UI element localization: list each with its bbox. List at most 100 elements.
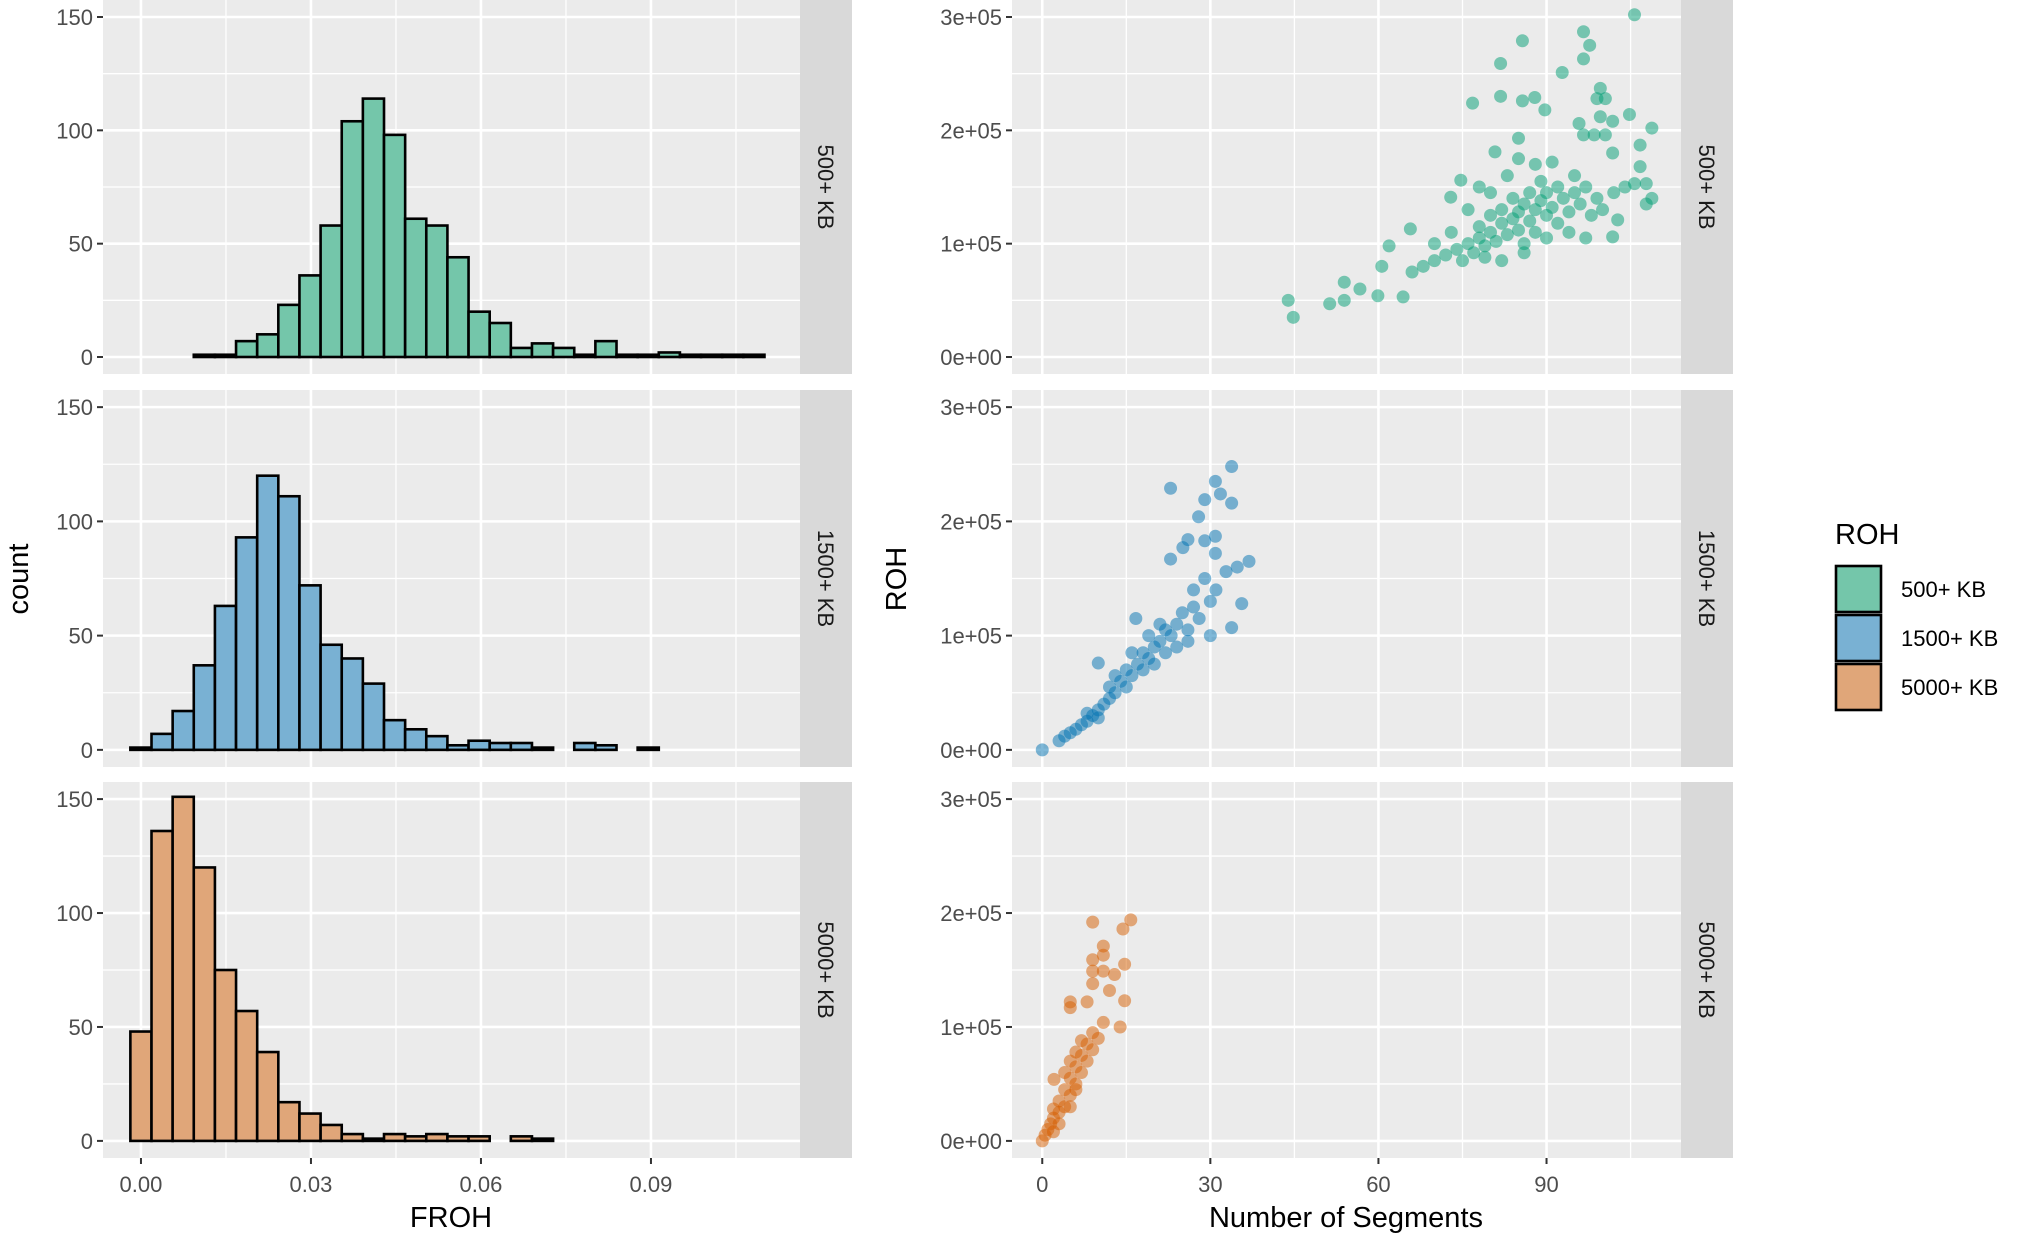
scatter-point [1500,169,1514,183]
scatter-point [1125,646,1139,660]
x-axis-label-froh: FROH [410,1202,492,1234]
scatter-point [1225,621,1239,635]
scatter-point [1606,230,1620,244]
histogram-bar [678,353,703,359]
histogram-bar [424,1132,449,1143]
scatter-point [1633,138,1647,152]
facet-strip-label: 500+ KB [1694,144,1719,229]
scatter-point [1593,110,1607,124]
facet-strip [800,0,852,374]
scatter-point [1472,220,1486,234]
scatter-point [1096,1015,1110,1029]
scatter-point [1439,248,1453,262]
facet-strip-label: 5000+ KB [1694,921,1719,1018]
scatter-point [1281,293,1295,307]
histogram-bar [615,353,639,359]
scatter-point [1627,8,1641,22]
facet-strip [1681,782,1733,1158]
scatter-point [1622,107,1636,121]
histogram-bar [467,1135,491,1143]
histogram-bar [530,1137,555,1143]
scatter-point [1639,177,1653,191]
scatter-point [1495,216,1509,230]
scatter-point [1159,646,1173,660]
histogram-bar [340,657,365,752]
scatter-point [1579,180,1593,194]
scatter-point [1512,152,1526,166]
scatter-point [1515,94,1529,108]
x-tick-label: 60 [1366,1172,1390,1197]
scatter-point [1562,205,1576,219]
scatter-point [1512,131,1526,145]
scatter-point [1495,203,1509,217]
histogram-bar [171,795,196,1143]
scatter-point [1607,186,1621,200]
scatter-point [1080,995,1094,1009]
scatter-point [1538,103,1552,117]
scatter-point [1382,239,1396,253]
scatter-point [1074,1066,1088,1080]
histogram-bar [530,342,555,359]
scatter-point [1568,169,1582,183]
scatter-point [1598,92,1612,106]
scatter-point [1403,222,1417,236]
histogram-bar [277,303,301,359]
scatter-point [1534,174,1548,188]
scatter-point [1209,583,1223,597]
scatter-point [1102,984,1116,998]
scatter-point [1572,117,1586,131]
scatter-point [1472,180,1486,194]
x-tick-label: 0 [1036,1172,1048,1197]
histogram-bar [298,274,322,359]
scatter-point [1573,197,1587,211]
scatter-point [1488,145,1502,159]
scatter-point [1611,213,1625,227]
facet-1500kb: 0e+00 1e+05 2e+05 3e+05 1500+ KB [940,390,1733,767]
scatter-point [1517,246,1531,260]
histogram-bar [509,346,534,359]
scatter-point [1080,706,1094,720]
scatter-point [1577,25,1591,39]
histogram-bar [467,739,491,752]
scatter-point [1551,216,1565,230]
scatter-point [1170,617,1184,631]
scatter-point [1598,128,1612,142]
scatter-point [1086,915,1100,929]
scatter-point [1517,237,1531,251]
histogram-bar [657,351,682,359]
scatter-point [1455,254,1469,268]
froh-histogram-panels: 0 50 100 150 500+ KB 0 50 100 150 1500+ KB 0 50 100 1… [56,0,852,1197]
facet-1500kb: 0 50 100 150 1500+ KB [56,390,852,767]
scatter-point [1427,254,1441,268]
x-tick-label: 0.06 [460,1172,503,1197]
legend-label: 1500+ KB [1901,626,1998,651]
scatter-point [1353,282,1367,296]
histogram-bar [403,727,428,752]
facet-500kb: 0e+00 1e+05 2e+05 3e+05 500+ KB [940,0,1733,374]
roh-scatter-panels: 0e+00 1e+05 2e+05 3e+05 500+ KB 0e+00 1e+05 2e+… [940,0,1733,1197]
scatter-point [1466,96,1480,110]
scatter-point [1164,481,1178,495]
x-tick-label: 90 [1534,1172,1558,1197]
scatter-point [1096,948,1110,962]
scatter-point [1208,529,1222,543]
y-tick-label: 100 [56,901,93,926]
scatter-point [1478,250,1492,264]
histogram-bar [361,97,386,359]
scatter-point [1086,964,1100,978]
facet-500kb: 0 50 100 150 500+ KB [56,0,852,374]
scatter-point [1116,922,1130,936]
histogram-bar [213,968,238,1143]
scatter-point [1375,259,1389,273]
scatter-point [1235,597,1249,611]
histogram-bar [467,310,491,359]
histogram-bar [129,1030,153,1143]
legend-title: ROH [1835,519,1899,551]
y-tick-label: 3e+05 [940,395,1002,420]
scatter-point [1528,157,1542,171]
y-axis-label-count: count [3,544,35,615]
histogram-bar [213,353,238,359]
scatter-point [1164,552,1178,566]
scatter-point [1427,237,1441,251]
scatter-point [1176,541,1190,555]
